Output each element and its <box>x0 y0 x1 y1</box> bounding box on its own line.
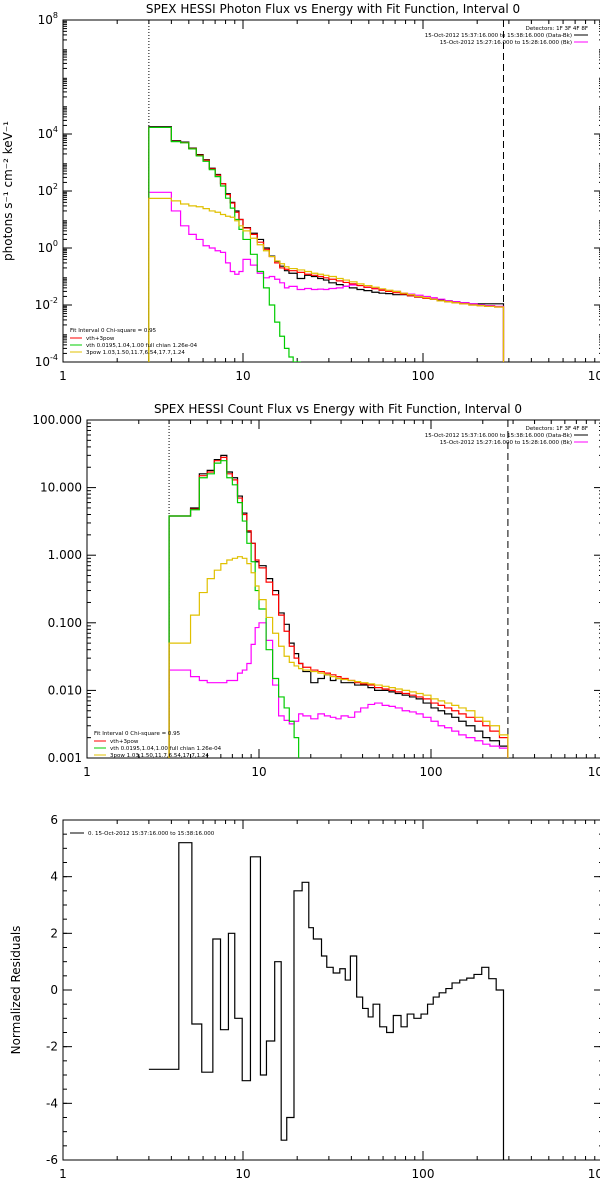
y-tick-label: 4 <box>50 870 58 884</box>
y-tick-label: 100.000 <box>32 413 82 427</box>
y-tick-label: 108 <box>38 11 58 27</box>
residuals-frame <box>62 819 600 1161</box>
photon-flux-series <box>148 126 505 362</box>
legend-data-interval: 15-Oct-2012 15:37:16.000 to 15:38:16.000… <box>425 33 572 39</box>
x-tick-label: 100 <box>412 1167 435 1181</box>
y-tick-label: 1.000 <box>48 548 82 562</box>
y-tick-label: -6 <box>46 1153 58 1167</box>
y-tick-base: 10 <box>38 127 53 141</box>
x-tick-label: 1 <box>83 765 91 779</box>
photon-flux-title: SPEX HESSI Photon Flux vs Energy with Fi… <box>146 2 520 16</box>
y-tick-exponent: 4 <box>53 125 58 134</box>
series-thermal-line <box>148 126 301 362</box>
legend-3pow-params: 3pow 1.03,1.50,11.7,6.54,17.7,1.24 <box>110 753 209 759</box>
legend-bk-interval: 15-Oct-2012 15:27:16.000 to 15:28:16.000… <box>440 440 572 446</box>
y-tick-exponent: -4 <box>50 353 58 362</box>
legend-fit-interval: Fit Interval 0 Chi-square = 0.95 <box>94 731 181 737</box>
y-tick-base: 10 <box>35 355 50 369</box>
series-thermal-line <box>168 460 300 758</box>
y-tick-exponent: 8 <box>53 11 58 20</box>
residuals-panel: 1 10 100 1000 -6 -4 -2 0 2 4 6 Normalized Residual… <box>9 813 600 1181</box>
y-tick-label: 0 <box>50 983 58 997</box>
count-flux-frame <box>86 419 600 759</box>
legend-3pow-params: 3pow 1.03,1.50,11.7,6.54,17.7,1.24 <box>86 350 185 356</box>
y-tick-label: 100 <box>38 239 58 255</box>
y-tick-base: 10 <box>38 241 53 255</box>
legend-detectors: Detectors: 1F 3F 4F 8F <box>526 26 588 32</box>
x-tick-label: 10 <box>235 369 250 383</box>
y-tick-label: 10-4 <box>35 353 58 369</box>
series-bk-line <box>168 622 509 758</box>
residuals-series <box>148 842 505 1160</box>
count-flux-panel: SPEX HESSI Count Flux vs Energy with Fit… <box>32 402 600 779</box>
photon-flux-panel: SPEX HESSI Photon Flux vs Energy with Fi… <box>1 2 600 383</box>
series-data-line <box>148 842 505 1160</box>
x-tick-label: 10 <box>235 1167 250 1181</box>
series-data-line <box>148 126 505 362</box>
legend-fit-interval: Fit Interval 0 Chi-square = 0.95 <box>70 328 157 334</box>
legend-detectors: Detectors: 1F 3F 4F 8F <box>526 426 588 432</box>
y-tick-exponent: 2 <box>53 182 58 191</box>
residuals-ylabel: Normalized Residuals <box>9 926 23 1055</box>
count-flux-title: SPEX HESSI Count Flux vs Energy with Fit… <box>154 402 522 416</box>
residuals-axes: 1 10 100 1000 -6 -4 -2 0 2 4 6 <box>46 813 600 1181</box>
x-tick-label: 100 <box>412 369 435 383</box>
count-flux-axes: 1 10 100 1000 0.001 0.010 0.100 1.000 10.000 100.… <box>32 413 600 779</box>
photon-flux-frame <box>62 19 600 363</box>
y-tick-label: 10-2 <box>35 296 58 312</box>
y-tick-base: 10 <box>38 184 53 198</box>
x-tick-label: 1 <box>59 1167 67 1181</box>
count-flux-legend-bottom: Fit Interval 0 Chi-square = 0.95 vth+3po… <box>94 731 222 759</box>
y-tick-label: 104 <box>38 125 58 141</box>
x-tick-label: 1 <box>59 369 67 383</box>
legend-bk-interval: 15-Oct-2012 15:27:16.000 to 15:28:16.000… <box>440 40 572 46</box>
y-tick-label: 6 <box>50 813 58 827</box>
series-pow-line <box>168 556 509 758</box>
y-tick-exponent: -2 <box>50 296 58 305</box>
x-tick-label: 1000 <box>588 1167 600 1181</box>
y-tick-label: 0.010 <box>48 683 82 697</box>
residuals-legend: 0. 15-Oct-2012 15:37:16.000 to 15:38:16.… <box>88 831 215 837</box>
series-total-line <box>148 126 505 362</box>
x-tick-label: 1000 <box>588 369 600 383</box>
photon-flux-legend-bottom: Fit Interval 0 Chi-square = 0.95 vth+3po… <box>70 328 198 356</box>
photon-flux-legend-top: Detectors: 1F 3F 4F 8F 15-Oct-2012 15:37… <box>425 26 588 46</box>
x-tick-label: 100 <box>420 765 443 779</box>
y-tick-label: -2 <box>46 1040 58 1054</box>
series-pow-line <box>148 197 505 362</box>
x-tick-label: 1000 <box>588 765 600 779</box>
series-total-line <box>168 456 509 758</box>
count-flux-series <box>168 454 509 758</box>
y-tick-label: 0.100 <box>48 616 82 630</box>
legend-data-interval: 15-Oct-2012 15:37:16.000 to 15:38:16.000… <box>425 433 572 439</box>
y-tick-label: -4 <box>46 1096 58 1110</box>
legend-vth-params: vth 0.0195,1.04,1.00 full chian 1.26e-04 <box>110 746 222 752</box>
y-tick-exponent: 0 <box>53 239 58 248</box>
photon-flux-ylabel: photons s⁻¹ cm⁻² keV⁻¹ <box>1 121 15 261</box>
legend-vth3pow: vth+3pow <box>110 739 139 745</box>
y-tick-base: 10 <box>35 298 50 312</box>
y-tick-label: 0.001 <box>48 751 82 765</box>
y-tick-label: 2 <box>50 926 58 940</box>
y-tick-label: 10.000 <box>40 481 82 495</box>
legend-vth3pow: vth+3pow <box>86 336 115 342</box>
legend-vth-params: vth 0.0195,1.04,1.00 full chian 1.26e-04 <box>86 343 198 349</box>
y-tick-base: 10 <box>38 13 53 27</box>
count-flux-legend-top: Detectors: 1F 3F 4F 8F 15-Oct-2012 15:37… <box>425 426 588 446</box>
x-tick-label: 10 <box>251 765 266 779</box>
y-tick-label: 102 <box>38 182 58 198</box>
series-bk-line <box>148 191 505 362</box>
series-data-line <box>168 454 509 758</box>
